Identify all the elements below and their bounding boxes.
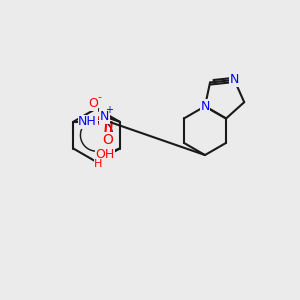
Text: N: N: [230, 74, 239, 86]
Text: N: N: [200, 100, 210, 113]
Text: +: +: [105, 105, 113, 115]
Text: O: O: [102, 133, 113, 147]
Text: O: O: [88, 98, 98, 110]
Text: -: -: [98, 92, 101, 102]
Text: OH: OH: [95, 148, 114, 161]
Text: N: N: [100, 110, 109, 123]
Text: O: O: [86, 119, 96, 132]
Text: H: H: [94, 159, 103, 169]
Text: NH: NH: [78, 115, 97, 128]
Text: OH: OH: [95, 148, 114, 161]
